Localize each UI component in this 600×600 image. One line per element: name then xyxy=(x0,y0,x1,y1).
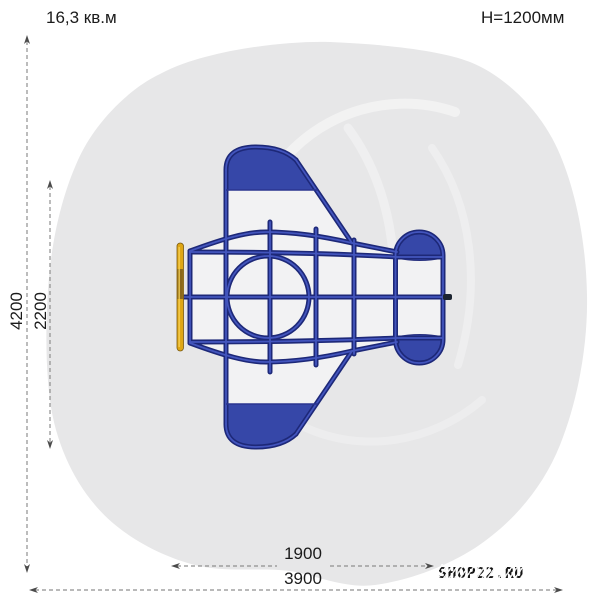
height-label: H=1200мм xyxy=(481,8,565,27)
dimension-arrowheads xyxy=(24,35,563,593)
area-label: 16,3 кв.м xyxy=(46,8,117,27)
dimension-label-2200: 2200 xyxy=(31,292,50,330)
arrowhead xyxy=(47,440,53,449)
dimension-label-3900: 3900 xyxy=(284,569,322,588)
propeller-hub xyxy=(177,269,183,299)
arrowhead xyxy=(47,180,53,189)
dimension-lines xyxy=(26,41,557,591)
propeller-highlight xyxy=(178,247,180,347)
airplane-structure xyxy=(176,147,452,447)
arrowhead xyxy=(24,35,30,44)
dimension-label-1900: 1900 xyxy=(284,544,322,563)
fill-edges xyxy=(226,189,318,405)
arrowhead xyxy=(425,563,434,569)
arrowhead xyxy=(24,564,30,573)
shop-watermark: SHOP22.RU xyxy=(438,564,524,582)
arrowhead xyxy=(29,587,38,593)
dimension-label-4200: 4200 xyxy=(7,292,26,330)
propeller xyxy=(176,242,184,352)
arrowhead xyxy=(171,563,180,569)
arrowhead xyxy=(554,587,563,593)
tail-stub xyxy=(443,294,452,300)
